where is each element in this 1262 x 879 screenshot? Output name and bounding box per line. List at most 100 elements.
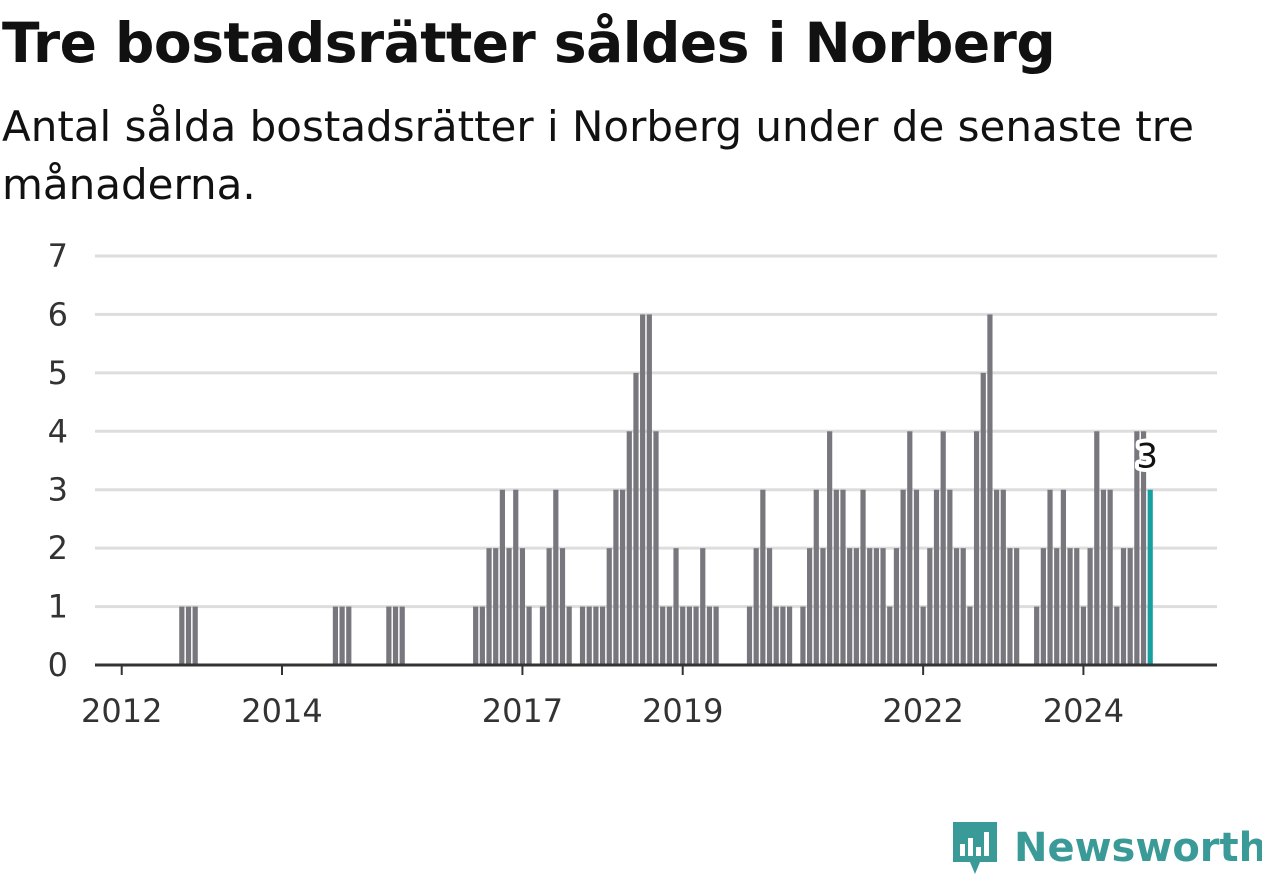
bar <box>506 548 512 665</box>
bar <box>392 606 399 665</box>
bar <box>847 548 853 665</box>
bar <box>867 548 873 665</box>
bar <box>953 548 960 665</box>
newsworthy-logo-icon <box>953 822 997 874</box>
highlight-bar <box>1147 489 1153 665</box>
bar <box>700 548 706 665</box>
bar <box>559 548 566 665</box>
bar <box>873 548 879 665</box>
bar <box>880 548 886 665</box>
bar <box>780 606 786 665</box>
bar <box>920 606 926 665</box>
bar <box>987 314 993 665</box>
brand-name: Newsworthy <box>1014 825 1262 871</box>
bar <box>566 606 572 665</box>
bar <box>626 431 632 665</box>
bar <box>499 489 505 665</box>
bar-chart: 0 1 2 3 4 5 6 7 2012 2014 2017 2019 2022 2024 3 <box>48 237 1217 730</box>
bar <box>753 548 759 665</box>
bar <box>786 606 793 665</box>
bar <box>893 548 900 665</box>
bar <box>907 431 913 665</box>
bar <box>1080 606 1087 665</box>
bar <box>473 606 479 665</box>
bar <box>653 431 659 665</box>
bar <box>1107 489 1113 665</box>
bar <box>853 548 859 665</box>
y-tick-label: 2 <box>48 529 68 567</box>
y-axis-ticks: 0 1 2 3 4 5 6 7 <box>48 237 68 684</box>
bar <box>633 372 639 665</box>
x-tick-label: 2019 <box>642 692 723 730</box>
bar <box>1000 489 1006 665</box>
y-tick-label: 6 <box>48 295 68 333</box>
bar <box>813 489 819 665</box>
brand-logo: Newsworthy <box>950 818 1262 878</box>
bar <box>673 548 679 665</box>
bar <box>526 606 532 665</box>
y-tick-label: 0 <box>48 646 68 684</box>
bar <box>640 314 646 665</box>
bar-labels: 3 <box>1132 433 1162 481</box>
bar <box>960 548 966 665</box>
bar <box>973 431 980 665</box>
bar <box>1040 548 1046 665</box>
y-tick-label: 4 <box>48 412 68 450</box>
bar <box>1140 431 1147 665</box>
chart-title: Tre bostadsrätter såldes i Norberg <box>2 11 1056 75</box>
bar <box>1034 606 1040 665</box>
bar <box>1074 548 1080 665</box>
bar <box>940 431 946 665</box>
bar <box>746 606 753 665</box>
bar <box>179 606 185 665</box>
bar <box>1087 548 1093 665</box>
bar <box>399 606 405 665</box>
bar <box>807 548 813 665</box>
x-tick-label: 2022 <box>882 692 963 730</box>
bar <box>820 548 826 665</box>
bar <box>800 606 806 665</box>
bar <box>713 606 719 665</box>
bar <box>1060 489 1066 665</box>
x-axis-ticks: 2012 2014 2017 2019 2022 2024 <box>81 665 1124 730</box>
bar <box>613 489 619 665</box>
bar <box>620 489 626 665</box>
bar <box>760 489 766 665</box>
bar <box>1120 548 1127 665</box>
x-tick-label: 2017 <box>482 692 563 730</box>
bar <box>513 489 519 665</box>
bar <box>666 606 672 665</box>
bar <box>519 548 526 665</box>
highlight-bar-label: 3 <box>1136 437 1158 477</box>
bar <box>773 606 779 665</box>
bar <box>1114 606 1120 665</box>
y-tick-label: 1 <box>48 588 68 626</box>
bar <box>386 606 392 665</box>
x-tick-label: 2024 <box>1043 692 1124 730</box>
bar <box>913 489 920 665</box>
bar <box>686 606 692 665</box>
chart-subtitle: Antal sålda bostadsrätter i Norberg unde… <box>2 102 1194 209</box>
bar <box>539 606 546 665</box>
bar <box>1100 489 1107 665</box>
bar <box>332 606 339 665</box>
bar <box>994 489 1000 665</box>
bar <box>479 606 485 665</box>
bar <box>346 606 352 665</box>
bar <box>887 606 893 665</box>
bar <box>599 606 606 665</box>
y-tick-label: 7 <box>48 237 68 275</box>
bar <box>1067 548 1073 665</box>
bar <box>693 606 699 665</box>
bar <box>1134 431 1140 665</box>
bar <box>1094 431 1100 665</box>
bar <box>706 606 713 665</box>
bar <box>660 606 666 665</box>
bar <box>493 548 499 665</box>
bar <box>927 548 933 665</box>
bar <box>1007 548 1013 665</box>
bar <box>1127 548 1133 665</box>
bars <box>179 314 1153 665</box>
bar <box>593 606 599 665</box>
bar <box>980 372 986 665</box>
